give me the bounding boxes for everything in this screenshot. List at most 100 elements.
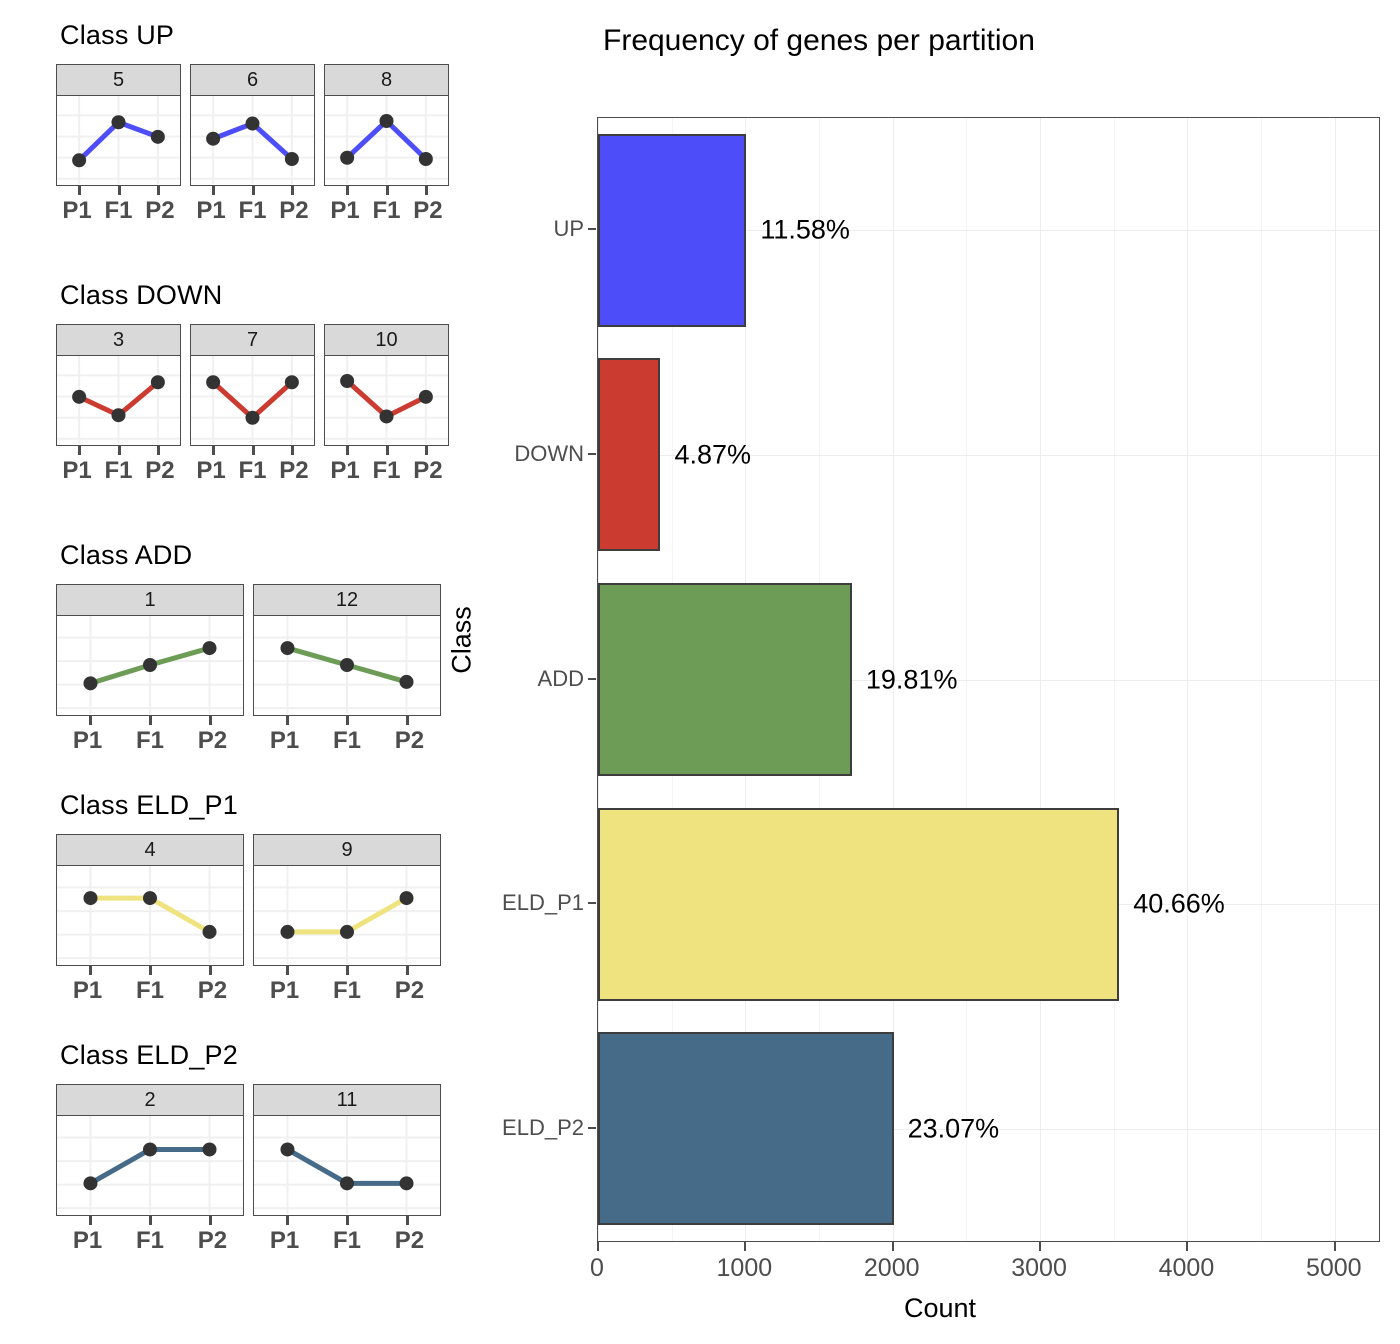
facet-panel-11: 11 P1 F1 P2 — [253, 1084, 441, 1255]
facet-strip-label: 3 — [56, 324, 181, 356]
facet-y-ticks — [56, 616, 57, 715]
x-tick-label: 3000 — [1011, 1254, 1067, 1282]
facet-x-label: F1 — [372, 457, 401, 484]
facet-y-ticks — [56, 356, 57, 445]
facet-x-label: P1 — [330, 197, 360, 224]
facet-row: 1 P1 F1 P2 12 P1 F1 P2 — [56, 584, 450, 755]
bar-value-label: 23.07% — [907, 1113, 1000, 1144]
facet-x-labels: P1 F1 P2 — [253, 727, 441, 755]
y-tick-mark — [588, 228, 596, 231]
facet-strip-label: 9 — [253, 834, 441, 866]
facet-y-ticks — [56, 1116, 57, 1215]
facet-plot-area — [56, 356, 181, 446]
bar-eld_p1[interactable] — [598, 807, 1120, 1001]
facet-x-label: F1 — [135, 727, 164, 754]
facet-x-label: F1 — [238, 457, 267, 484]
x-tick-mark — [1039, 1242, 1042, 1251]
facet-row: 5 P1 F1 P2 6 P1 F1 P2 8 P1 F1 P2 — [56, 64, 458, 225]
facet-y-ticks — [56, 96, 57, 185]
facet-panel-12: 12 P1 F1 P2 — [253, 584, 441, 755]
x-tick-mark — [1186, 1242, 1189, 1251]
facet-strip-label: 4 — [56, 834, 244, 866]
y-tick-mark — [588, 677, 596, 680]
facet-x-label: F1 — [372, 197, 401, 224]
x-tick-mark — [891, 1242, 894, 1251]
y-tick-mark — [588, 1126, 596, 1129]
class-profiles-column: Class UP 5 P1 F1 P2 6 P1 F1 P2 8 P1 F1 P2 Class DOWN 3… — [0, 0, 480, 1344]
facet-x-label: P2 — [197, 977, 228, 1004]
facet-x-ticks — [56, 446, 181, 455]
y-gridline — [598, 454, 1379, 456]
y-tick-label-add: ADD — [537, 665, 584, 691]
facet-x-ticks — [56, 186, 181, 195]
facet-x-label: P1 — [196, 457, 226, 484]
y-tick-mark — [588, 902, 596, 905]
facet-row: 2 P1 F1 P2 11 P1 F1 P2 — [56, 1084, 450, 1255]
facet-strip-label: 10 — [324, 324, 449, 356]
facet-x-label: F1 — [104, 457, 133, 484]
facet-row: 4 P1 F1 P2 9 P1 F1 P2 — [56, 834, 450, 1005]
facet-x-label: P1 — [62, 197, 92, 224]
facet-x-label: P2 — [394, 1227, 425, 1254]
facet-x-labels: P1 F1 P2 — [56, 727, 244, 755]
facet-x-label: P2 — [279, 457, 309, 484]
facet-x-ticks — [190, 446, 315, 455]
facet-x-label: F1 — [135, 1227, 164, 1254]
facet-x-label: P2 — [279, 197, 309, 224]
y-gridline — [598, 1128, 1379, 1130]
facet-x-ticks — [190, 186, 315, 195]
facet-plot-area — [324, 96, 449, 186]
facet-strip-label: 2 — [56, 1084, 244, 1116]
class-group-title: Class ELD_P2 — [60, 1040, 238, 1070]
facet-strip-label: 5 — [56, 64, 181, 96]
bar-add[interactable] — [598, 582, 852, 777]
class-group-title: Class DOWN — [60, 280, 223, 310]
facet-x-labels: P1 F1 P2 — [56, 457, 181, 485]
facet-panel-10: 10 P1 F1 P2 — [324, 324, 449, 485]
facet-x-labels: P1 F1 P2 — [56, 197, 181, 225]
facet-panel-6: 6 P1 F1 P2 — [190, 64, 315, 225]
facet-x-label: P1 — [62, 457, 92, 484]
facet-x-label: P1 — [269, 727, 300, 754]
facet-strip-label: 8 — [324, 64, 449, 96]
class-group-title: Class ELD_P1 — [60, 790, 238, 820]
facet-strip-label: 11 — [253, 1084, 441, 1116]
bar-eld_p2[interactable] — [598, 1032, 894, 1226]
x-axis-title: Count — [903, 1293, 977, 1323]
facet-panel-2: 2 P1 F1 P2 — [56, 1084, 244, 1255]
facet-x-label: F1 — [332, 727, 361, 754]
y-tick-mark — [588, 452, 596, 455]
facet-x-label: F1 — [238, 197, 267, 224]
facet-x-label: P2 — [197, 727, 228, 754]
bar-down[interactable] — [598, 358, 661, 552]
facet-panel-4: 4 P1 F1 P2 — [56, 834, 244, 1005]
facet-x-label: F1 — [135, 977, 164, 1004]
facet-x-labels: P1 F1 P2 — [253, 977, 441, 1005]
y-tick-label-eld_p2: ELD_P2 — [502, 1114, 584, 1140]
x-tick-mark — [744, 1242, 747, 1251]
bar-value-label: 11.58% — [760, 214, 850, 245]
facet-x-labels: P1 F1 P2 — [56, 977, 244, 1005]
facet-x-label: P1 — [330, 457, 360, 484]
facet-panel-5: 5 P1 F1 P2 — [56, 64, 181, 225]
facet-plot-area — [190, 96, 315, 186]
x-tick-label: 4000 — [1158, 1254, 1215, 1282]
bar-value-label: 40.66% — [1133, 888, 1225, 919]
facet-x-label: F1 — [332, 977, 361, 1004]
facet-plot-area — [253, 1116, 441, 1216]
y-tick-label-eld_p1: ELD_P1 — [502, 890, 584, 916]
facet-plot-area — [56, 616, 244, 716]
facet-strip-label: 7 — [190, 324, 315, 356]
x-tick-label: 0 — [590, 1254, 604, 1282]
x-tick-mark — [597, 1242, 599, 1251]
bar-value-label: 4.87% — [674, 439, 752, 470]
y-gridline — [598, 230, 1379, 232]
facet-panel-9: 9 P1 F1 P2 — [253, 834, 441, 1005]
x-tick-label: 1000 — [716, 1254, 773, 1282]
facet-x-label: F1 — [104, 197, 133, 224]
facet-x-labels: P1 F1 P2 — [56, 1227, 244, 1255]
bar-up[interactable] — [598, 133, 747, 327]
facet-x-label: P2 — [394, 727, 425, 754]
y-gridline — [598, 679, 1379, 681]
facet-x-label: P2 — [394, 977, 425, 1004]
